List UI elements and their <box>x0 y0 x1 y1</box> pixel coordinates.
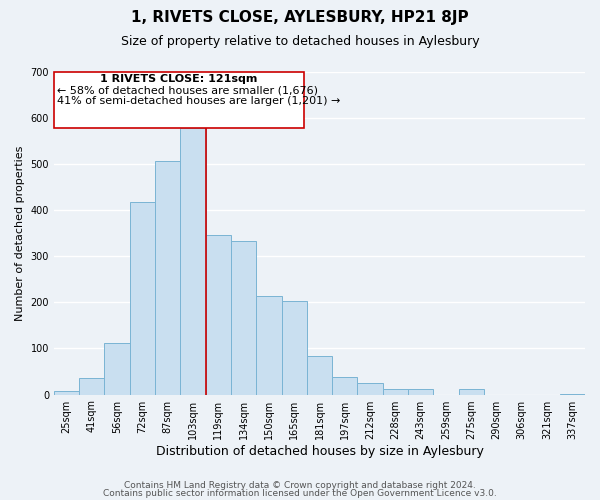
Y-axis label: Number of detached properties: Number of detached properties <box>15 146 25 320</box>
Bar <box>332 377 358 394</box>
Bar <box>458 389 484 394</box>
Bar <box>307 356 332 395</box>
Bar <box>358 383 383 394</box>
Text: 1, RIVETS CLOSE, AYLESBURY, HP21 8JP: 1, RIVETS CLOSE, AYLESBURY, HP21 8JP <box>131 10 469 25</box>
Bar <box>79 378 104 394</box>
Bar <box>130 202 155 394</box>
X-axis label: Distribution of detached houses by size in Aylesbury: Distribution of detached houses by size … <box>155 444 484 458</box>
Bar <box>383 389 408 394</box>
Bar <box>155 160 181 394</box>
Bar <box>206 236 231 394</box>
Text: Size of property relative to detached houses in Aylesbury: Size of property relative to detached ho… <box>121 35 479 48</box>
Bar <box>231 241 256 394</box>
Text: ← 58% of detached houses are smaller (1,676): ← 58% of detached houses are smaller (1,… <box>57 86 318 96</box>
Text: 1 RIVETS CLOSE: 121sqm: 1 RIVETS CLOSE: 121sqm <box>100 74 257 84</box>
Text: 41% of semi-detached houses are larger (1,201) →: 41% of semi-detached houses are larger (… <box>57 96 340 106</box>
Bar <box>281 302 307 394</box>
Bar <box>408 389 433 394</box>
Bar <box>54 391 79 394</box>
Bar <box>256 296 281 394</box>
Text: Contains HM Land Registry data © Crown copyright and database right 2024.: Contains HM Land Registry data © Crown c… <box>124 481 476 490</box>
Bar <box>181 128 206 394</box>
Bar <box>104 343 130 394</box>
Text: Contains public sector information licensed under the Open Government Licence v3: Contains public sector information licen… <box>103 488 497 498</box>
